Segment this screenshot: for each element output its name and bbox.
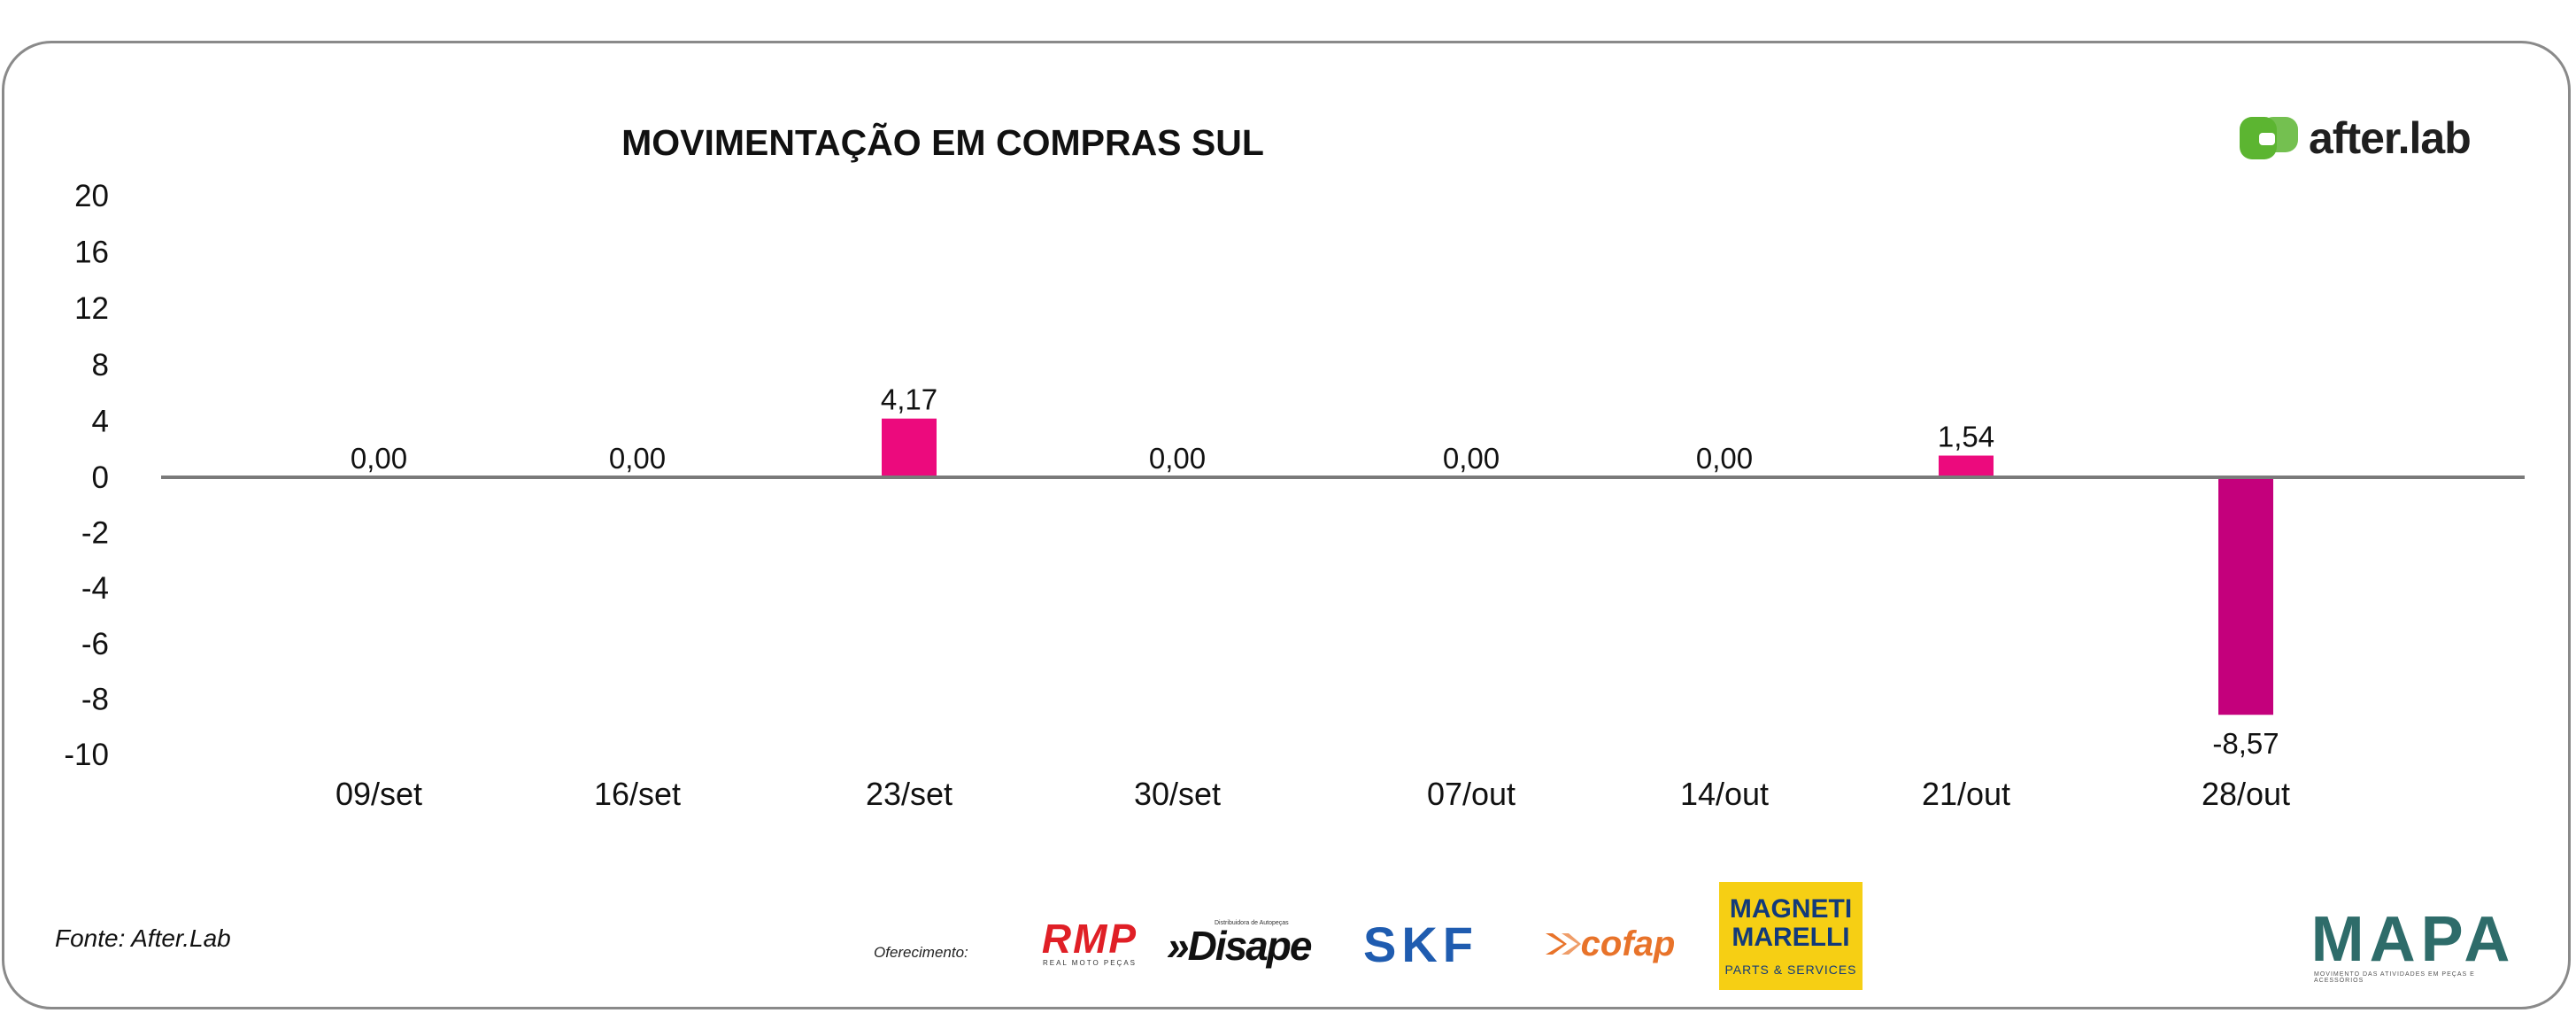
bar — [2218, 477, 2273, 715]
magneti-marelli-logo: MAGNETI MARELLI PARTS & SERVICES — [1719, 882, 1863, 990]
y-tick-label: 20 — [74, 179, 109, 213]
disape-logo-text: »Disape — [1167, 922, 1312, 969]
data-label: 0,00 — [1696, 442, 1753, 475]
y-tick-label: -2 — [81, 516, 109, 551]
rmp-logo-subtext: REAL MOTO PEÇAS — [1042, 958, 1138, 967]
y-tick-label: 0 — [92, 460, 109, 495]
data-label: 0,00 — [351, 442, 407, 475]
disape-logo-subtext: Distribuidora de Autopeças — [1215, 919, 1289, 926]
data-label: 0,00 — [1443, 442, 1500, 475]
data-label: 0,00 — [1149, 442, 1206, 475]
rmp-logo-text: RMP — [1041, 915, 1138, 962]
y-tick-label: 16 — [74, 236, 109, 270]
x-tick-label: 16/set — [594, 776, 681, 812]
bar — [882, 418, 937, 477]
x-tick-label: 07/out — [1427, 776, 1516, 812]
y-tick-label: 8 — [92, 348, 109, 383]
chart-title: MOVIMENTAÇÃO EM COMPRAS SUL — [621, 122, 1264, 163]
data-label: 4,17 — [881, 383, 937, 416]
cofap-logo: cofap — [1524, 917, 1693, 970]
y-tick-label: 12 — [74, 291, 109, 326]
data-label: 1,54 — [1938, 421, 1994, 453]
source-note: Fonte: After.Lab — [55, 924, 231, 952]
x-tick-label: 28/out — [2202, 776, 2290, 812]
disape-logo: Distribuidora de Autopeças »Disape — [1167, 917, 1319, 967]
data-label: -8,57 — [2212, 727, 2279, 760]
x-tick-label: 30/set — [1134, 776, 1221, 812]
y-tick-label: -6 — [81, 627, 109, 661]
y-tick-label: -8 — [81, 682, 109, 716]
x-tick-label: 23/set — [866, 776, 953, 812]
y-tick-label: -10 — [64, 738, 109, 772]
bar — [1939, 455, 1994, 477]
mapa-logo: MAPA MOVIMENTO DAS ATIVIDADES EM PEÇAS E… — [2311, 908, 2512, 984]
sponsor-label: Oferecimento: — [874, 944, 968, 961]
data-label: 0,00 — [609, 442, 666, 475]
rmp-logo: RMP REAL MOTO PEÇAS — [1030, 917, 1150, 967]
y-tick-label: -4 — [81, 571, 109, 606]
x-tick-label: 14/out — [1680, 776, 1769, 812]
cofap-logo-text: cofap — [1580, 924, 1676, 963]
skf-logo: SKF — [1363, 916, 1478, 972]
x-tick-label: 09/set — [335, 776, 422, 812]
after-lab-wordmark: after.lab — [2309, 113, 2472, 163]
chart-card — [2, 41, 2571, 1009]
mapa-logo-text: MAPA — [2310, 904, 2516, 975]
magneti-marelli-logo-text: MAGNETI MARELLI — [1729, 894, 1853, 952]
x-tick-label: 21/out — [1922, 776, 2010, 812]
magneti-marelli-logo-subtext: PARTS & SERVICES — [1724, 963, 1857, 977]
cofap-mark-icon — [1545, 933, 1581, 955]
after-lab-logo: after.lab — [2238, 112, 2472, 165]
mapa-logo-subtext: MOVIMENTO DAS ATIVIDADES EM PEÇAS E ACES… — [2314, 971, 2475, 984]
after-lab-logo-icon — [2238, 113, 2300, 163]
y-tick-label: 4 — [92, 404, 109, 438]
